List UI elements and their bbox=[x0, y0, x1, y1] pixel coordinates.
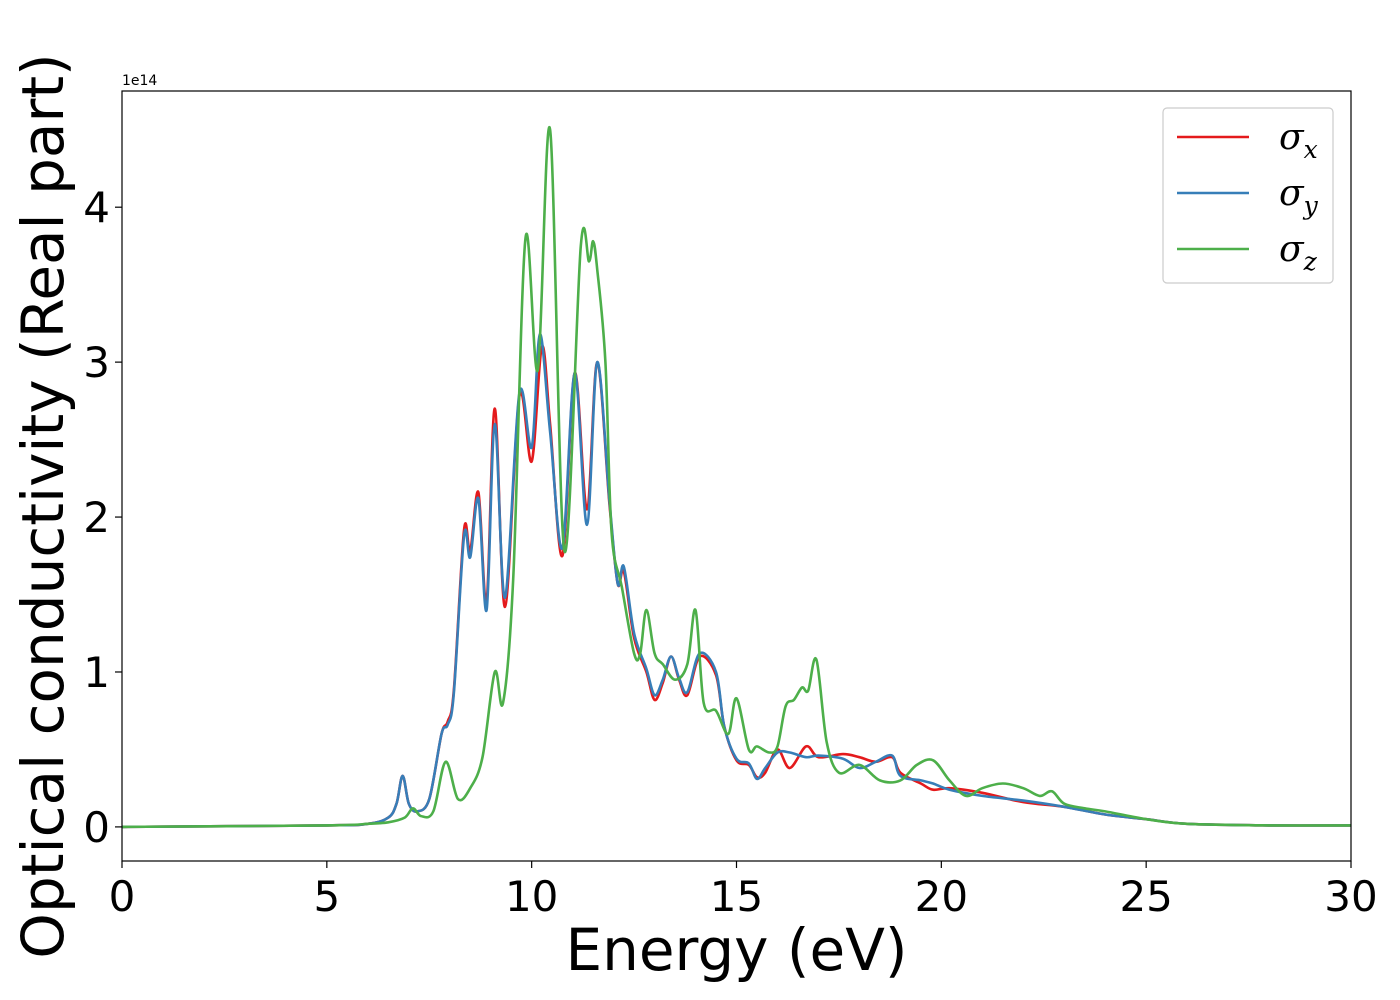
x-tick-label: 30 bbox=[1324, 872, 1377, 921]
y-tick-label: 4 bbox=[83, 183, 110, 232]
x-tick-label: 10 bbox=[505, 872, 558, 921]
y-tick-label: 0 bbox=[83, 803, 110, 852]
legend: σx σy σz bbox=[1162, 107, 1334, 284]
legend-box bbox=[1162, 107, 1334, 284]
series-line-z bbox=[121, 125, 1352, 829]
x-tick-label: 5 bbox=[313, 872, 340, 921]
x-tick-label: 25 bbox=[1119, 872, 1172, 921]
y-tick-label: 2 bbox=[83, 493, 110, 542]
x-tick-label: 0 bbox=[109, 872, 136, 921]
y-axis-label: Optical conductivity (Real part) bbox=[9, 53, 77, 958]
series-line-x bbox=[121, 345, 1352, 829]
legend-label-x: σx bbox=[1279, 117, 1318, 164]
x-axis: 0 5 10 15 20 25 30 bbox=[109, 861, 1378, 921]
series-layer bbox=[121, 125, 1352, 829]
x-tick-label: 15 bbox=[710, 872, 763, 921]
legend-label-y: σy bbox=[1279, 173, 1319, 220]
y-axis: 0 1 2 3 4 bbox=[83, 183, 122, 852]
legend-label-z: σz bbox=[1279, 229, 1318, 276]
series-line-y bbox=[121, 332, 1352, 829]
y-tick-label: 3 bbox=[83, 338, 110, 387]
y-offset-text: 1e14 bbox=[122, 73, 157, 89]
y-tick-label: 1 bbox=[83, 648, 110, 697]
x-axis-label: Energy (eV) bbox=[565, 916, 907, 984]
x-tick-label: 20 bbox=[915, 872, 968, 921]
